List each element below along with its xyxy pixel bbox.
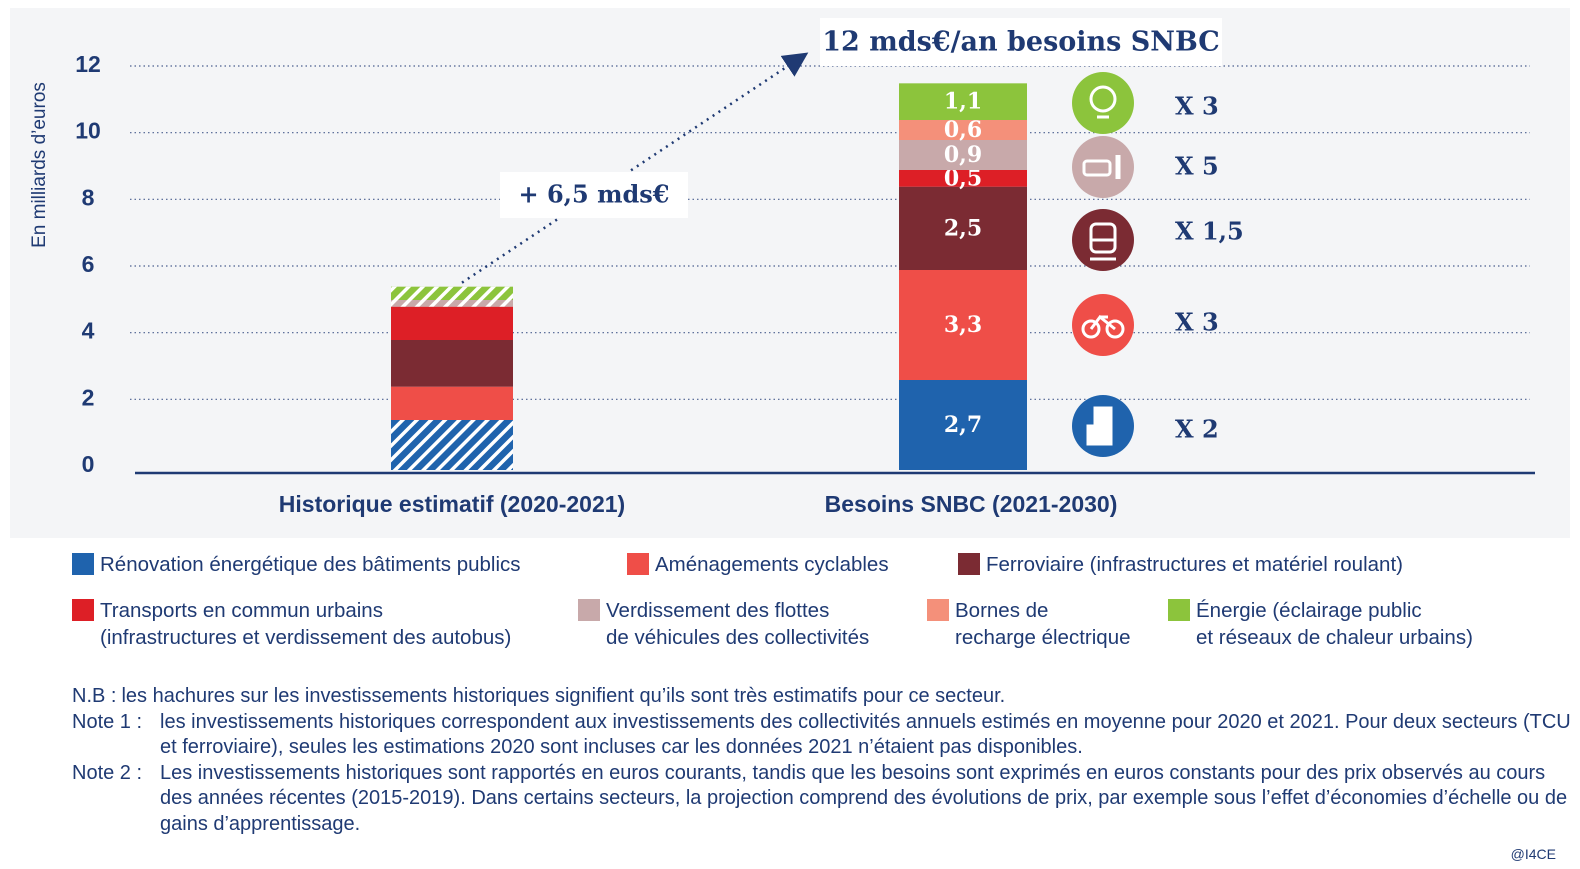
hatch	[391, 420, 513, 470]
bar-segment	[899, 186, 1027, 270]
annotation-box	[820, 18, 1222, 66]
legend-item: Aménagements cyclables	[627, 551, 889, 578]
y-tick-label: 2	[82, 384, 95, 410]
legend-swatch	[1168, 599, 1190, 621]
note-label: Note 2 :	[72, 761, 143, 784]
legend-item: Verdissement des flottes de véhicules de…	[578, 597, 869, 651]
value-label: 0,6	[944, 117, 982, 143]
y-tick-label: 12	[75, 51, 101, 77]
legend-swatch	[627, 553, 649, 575]
legend-label: Verdissement des flottes de véhicules de…	[606, 599, 870, 649]
x-tick-label: Besoins SNBC (2021-2030)	[825, 491, 1118, 517]
legend-swatch	[927, 599, 949, 621]
y-tick-label: 8	[82, 184, 95, 210]
bar-segment	[391, 386, 513, 420]
legend-label: Énergie (éclairage public et réseaux de …	[1196, 599, 1473, 649]
y-tick-label: 10	[75, 118, 101, 144]
legend-swatch	[72, 599, 94, 621]
note: Note 1 : les investissements historiques …	[72, 710, 1572, 761]
x-tick-label: Historique estimatif (2020-2021)	[279, 491, 625, 517]
bar-segment	[899, 380, 1027, 470]
legend-swatch	[72, 553, 94, 575]
icon-part	[1089, 222, 1117, 254]
legend-label: Transports en commun urbains (infrastruc…	[100, 599, 512, 649]
icon-glyph	[1089, 222, 1117, 261]
chart-background	[10, 8, 1570, 538]
icon-part	[1105, 319, 1125, 339]
icon-part	[1086, 424, 1097, 446]
icon-glyph	[1082, 155, 1121, 179]
value-label: 2,5	[944, 215, 982, 241]
icon-part	[1081, 319, 1101, 339]
icon	[1072, 136, 1134, 198]
note-text: les investissements historiques correspo…	[160, 710, 1571, 759]
icon-part	[1093, 406, 1113, 446]
y-axis-label: En milliards d’euros	[29, 82, 50, 248]
value-label: 3,3	[944, 312, 982, 338]
bar-segment	[899, 270, 1027, 380]
legend-label: Rénovation énergétique des bâtiments pub…	[100, 553, 521, 576]
multiplier: X 1,5	[1175, 217, 1244, 246]
bar-segment	[899, 140, 1027, 170]
legend-label: Ferroviaire (infrastructures et matériel…	[986, 553, 1403, 576]
bar-segment	[899, 120, 1027, 140]
icon-glyph	[1086, 406, 1113, 446]
y-tick-label: 0	[82, 451, 95, 477]
note: Note 2 : Les investissements historiques …	[72, 761, 1572, 838]
multiplier: X 2	[1175, 415, 1219, 444]
legend-label: Aménagements cyclables	[655, 553, 889, 576]
chart: En milliards d’euros 0 2 4 6 8 10 12 Historique…	[10, 8, 1570, 538]
bar-segment	[391, 340, 513, 387]
value-label: 0,9	[944, 142, 982, 168]
legend-item: Rénovation énergétique des bâtiments pub…	[72, 551, 521, 578]
note-text: les hachures sur les investissements his…	[121, 685, 1006, 707]
note-label: Note 1 :	[72, 710, 143, 733]
multiplier: X 5	[1175, 152, 1219, 181]
bar-segment	[899, 170, 1027, 187]
icon	[1072, 294, 1134, 356]
annotation: 12 mds€/an besoins SNBC	[822, 27, 1220, 58]
note-text: Les investissements historiques sont rap…	[160, 761, 1568, 835]
value-label: 2,7	[944, 412, 982, 438]
hatch	[391, 286, 513, 300]
legend-item: Transports en commun urbains (infrastruc…	[72, 597, 511, 651]
legend-swatch	[578, 599, 600, 621]
y-tick-label: 6	[82, 251, 95, 277]
annotation-box	[500, 172, 688, 218]
hatch	[391, 300, 513, 307]
multiplier: X 3	[1175, 92, 1219, 121]
note: N.B : les hachures sur les investissement…	[72, 684, 1572, 710]
icon-part	[1082, 159, 1112, 177]
notes: N.B : les hachures sur les investissement…	[72, 684, 1572, 837]
icon-part	[1089, 314, 1116, 331]
bar-segment	[899, 83, 1027, 120]
legend-swatch	[958, 553, 980, 575]
multiplier: X 3	[1175, 308, 1219, 337]
value-label: 1,1	[944, 89, 982, 115]
icon-glyph	[1081, 314, 1125, 339]
icon-part	[1089, 85, 1117, 113]
icon-glyph	[1089, 85, 1117, 119]
annotation: + 6,5 mds€	[519, 180, 670, 209]
legend-item: Énergie (éclairage public et réseaux de …	[1168, 597, 1473, 651]
icon	[1072, 72, 1134, 134]
credit: @I4CE	[1510, 846, 1556, 862]
legend-item: Ferroviaire (infrastructures et matériel…	[958, 551, 1403, 578]
y-tick-label: 4	[82, 318, 95, 344]
legend-label: Bornes de recharge électrique	[955, 599, 1131, 649]
legend-item: Bornes de recharge électrique	[927, 597, 1131, 651]
bar-segment	[391, 306, 513, 340]
note-label: N.B :	[72, 685, 117, 707]
